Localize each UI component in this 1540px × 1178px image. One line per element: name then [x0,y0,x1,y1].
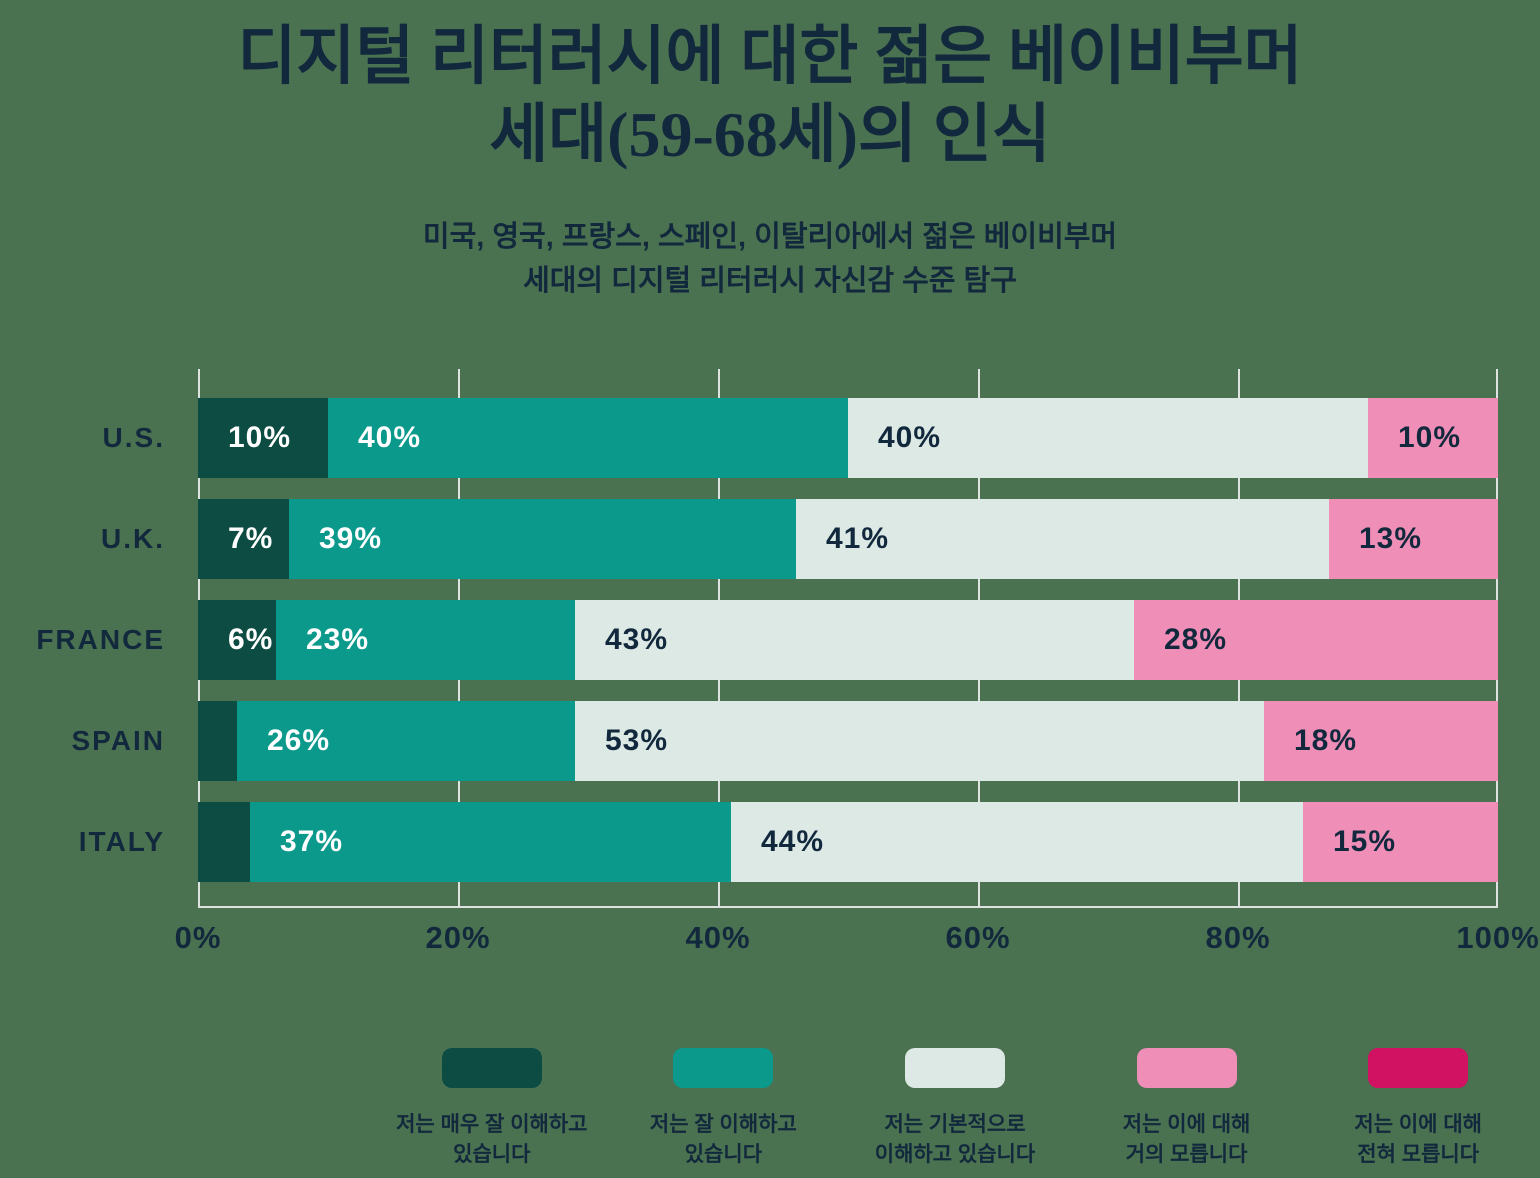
bar-row-us: U.S. 10% 40% 40% 10% [103,398,1498,478]
bar-segment [198,802,250,882]
x-tick-label: 40% [685,920,751,955]
legend-item: 저는 기본적으로 이해하고 있습니다 [839,1048,1071,1171]
title-line-2: 세대(59-68세)의 인식 [489,99,1051,171]
bar-segment: 37% [250,802,731,882]
bar-segment: 44% [731,802,1303,882]
bar-segment: 6% [198,600,276,680]
legend-swatch [441,1048,542,1088]
bar-segment: 15% [1303,802,1498,882]
legend-label: 저는 기본적으로 이해하고 있습니다 [874,1113,1036,1167]
bar-segment [198,701,237,781]
category-label: ITALY [78,826,165,857]
legend-swatch [673,1048,774,1088]
title-line-1: 디지털 리터러시에 대한 젊은 베이비부머 [237,21,1303,92]
bar-segment: 40% [848,398,1368,478]
bar-segment: 7% [198,499,289,579]
bar-row-italy: ITALY 37% 44% 15% [79,802,1498,882]
bar-segment: 28% [1134,600,1498,680]
bar-row-spain: SPAIN 26% 53% 18% [72,701,1498,781]
bar-segment: 53% [575,701,1264,781]
x-tick-label: 60% [945,920,1011,955]
x-tick-label: 20% [425,920,491,955]
x-tick-label: 80% [1205,920,1271,955]
legend-item: 저는 이에 대해 전혀 모릅니다 [1302,1048,1534,1171]
legend-item: 저는 잘 이해하고 있습니다 [608,1048,840,1171]
x-tick-label: 100% [1456,920,1540,955]
legend-label: 저는 이에 대해 거의 모릅니다 [1122,1113,1251,1167]
bar-segment: 13% [1329,499,1498,579]
bar-segment: 10% [1368,398,1498,478]
bar-segment: 39% [289,499,796,579]
x-axis-line [198,906,1498,908]
legend-swatch [1368,1048,1469,1088]
bar-row-uk: U.K. 7% 39% 41% 13% [101,499,1498,579]
bar-segment: 10% [198,398,328,478]
bar-segment: 43% [575,600,1134,680]
legend-swatch [1136,1048,1237,1088]
legend-label: 저는 매우 잘 이해하고 있습니다 [396,1113,588,1167]
bar-segment: 26% [237,701,575,781]
legend-item: 저는 이에 대해 거의 모릅니다 [1071,1048,1303,1171]
category-label: U.S. [102,422,165,453]
bar-segment: 18% [1264,701,1498,781]
legend-swatch [904,1048,1005,1088]
plot-area: U.S. 10% 40% 40% 10% U.K. 7% 39% 41% 13% FRANCE 6% 2… [36,369,1498,908]
legend-label: 저는 이에 대해 전혀 모릅니다 [1354,1113,1482,1167]
bar-row-france: FRANCE 6% 23% 43% 28% [36,600,1498,680]
category-label: SPAIN [71,725,165,756]
legend-label: 저는 잘 이해하고 있습니다 [649,1113,797,1167]
category-label: FRANCE [36,624,165,655]
page-subtitle: 미국, 영국, 프랑스, 스페인, 이탈리아에서 젊은 베이비부머 세대의 디지… [0,216,1540,303]
bar-segment: 23% [276,600,575,680]
bar-segment: 41% [796,499,1329,579]
category-label: U.K. [101,523,165,554]
bar-segment: 40% [328,398,848,478]
x-tick-label: 0% [174,920,222,955]
x-axis-tick-labels: 0% 20% 40% 60% 80% 100% [0,920,1540,970]
legend: 저는 매우 잘 이해하고 있습니다 저는 잘 이해하고 있습니다 저는 기본적으로 … [376,1048,1534,1171]
page-title: 디지털 리터러시에 대한 젊은 베이비부머 세대(59-68세)의 인식 [0,18,1540,174]
subtitle-line-2: 세대의 디지털 리터러시 자신감 수준 탐구 [523,264,1017,297]
legend-item: 저는 매우 잘 이해하고 있습니다 [376,1048,608,1171]
subtitle-line-1: 미국, 영국, 프랑스, 스페인, 이탈리아에서 젊은 베이비부머 [422,221,1118,253]
